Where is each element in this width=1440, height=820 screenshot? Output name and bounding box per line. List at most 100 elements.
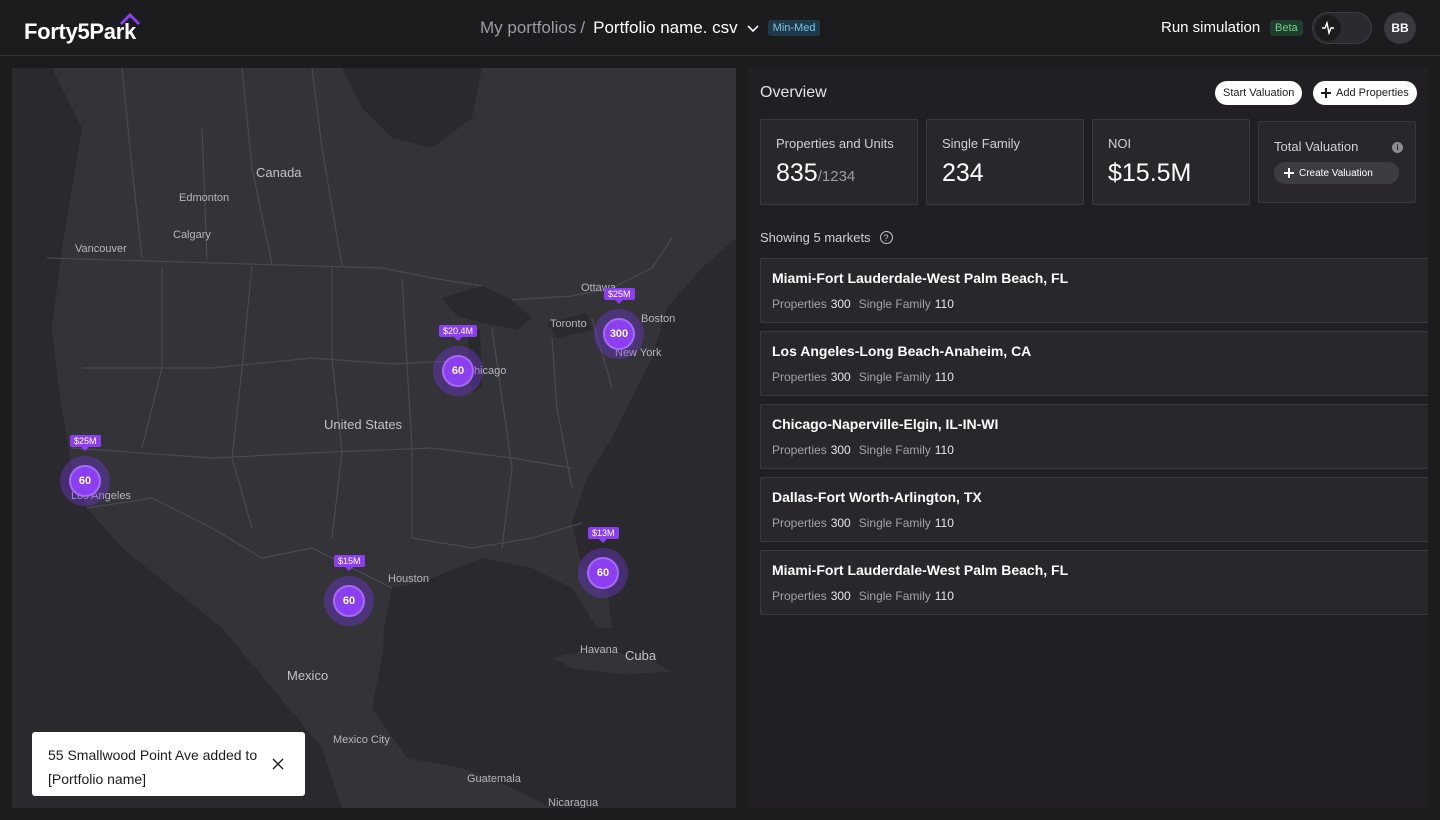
card-total-valuation: Total Valuation i Create Valuation [1258, 121, 1416, 203]
map-label-havana: Havana [580, 644, 618, 656]
single-family-label: Single Family [858, 589, 931, 603]
overview-panel: Overview Start Valuation Add Properties … [748, 68, 1428, 808]
map-label-chicago: Chicago [466, 365, 507, 377]
single-family-label: Single Family [858, 516, 931, 530]
map-label-guatemala: Guatemala [467, 773, 521, 785]
overview-title: Overview [760, 84, 827, 101]
market-stats: Properties 300 Single Family 110 [772, 516, 1417, 530]
portfolio-tag: Min-Med [767, 20, 821, 36]
units-total: /1234 [817, 168, 856, 185]
single-family-value: 110 [934, 443, 954, 457]
card-noi: NOI $15.5M [1092, 119, 1250, 205]
market-row[interactable]: Miami-Fort Lauderdale-West Palm Beach, F… [760, 258, 1428, 323]
single-family-value: 110 [934, 589, 954, 603]
single-family-label: Single Family [858, 297, 931, 311]
cluster-value-tag: $20.4M [439, 325, 478, 341]
start-valuation-label: Start Valuation [1223, 87, 1295, 99]
properties-value: 300 [830, 589, 851, 603]
create-valuation-button[interactable]: Create Valuation [1274, 162, 1399, 184]
map-label-mexico: Mexico [287, 668, 329, 683]
market-row[interactable]: Chicago-Naperville-Elgin, IL-IN-WI Prope… [760, 404, 1428, 469]
map-label-edmonton: Edmonton [179, 192, 230, 204]
logo-text: Forty5Park [24, 19, 136, 44]
card-label: Single Family [942, 136, 1021, 151]
showing-markets-text: Showing 5 markets [760, 230, 871, 245]
add-properties-button[interactable]: Add Properties [1313, 81, 1417, 105]
map-label-mexico-city: Mexico City [333, 734, 390, 746]
single-family-value: 110 [934, 297, 954, 311]
info-icon[interactable]: i [1392, 142, 1403, 153]
properties-label: Properties [772, 370, 827, 384]
cluster-value-tag: $13M [588, 527, 619, 543]
cluster-count: 60 [333, 585, 365, 617]
map-view[interactable]: Canada Edmonton Calgary Vancouver Ottawa… [12, 68, 736, 808]
close-icon[interactable] [271, 757, 285, 771]
plus-icon [1284, 168, 1294, 178]
cluster-value-tag: $15M [334, 555, 365, 571]
properties-label: Properties [772, 443, 827, 457]
simulation-toggle[interactable] [1312, 12, 1372, 44]
properties-count: 835 [776, 159, 818, 187]
cluster-count: 300 [603, 318, 635, 350]
properties-value: 300 [830, 516, 851, 530]
breadcrumb: My portfolios / Portfolio name. csv Min-… [480, 17, 821, 39]
toast-message: 55 Smallwood Point Ave added to [Portfol… [48, 747, 258, 787]
toggle-knob [1315, 15, 1341, 41]
help-icon[interactable]: ? [879, 231, 893, 244]
card-label: NOI [1108, 136, 1132, 151]
top-bar: Forty5Park My portfolios / Portfolio nam… [0, 0, 1440, 56]
logo-roof-icon [119, 12, 141, 26]
map-label-canada: Canada [256, 165, 302, 180]
map-label-vancouver: Vancouver [75, 243, 127, 255]
cluster-count: 60 [69, 465, 101, 497]
chevron-down-icon[interactable] [746, 21, 760, 35]
breadcrumb-my-portfolios[interactable]: My portfolios [480, 18, 577, 37]
cluster-count: 60 [442, 355, 474, 387]
map-label-nicaragua: Nicaragua [548, 797, 599, 808]
beta-badge: Beta [1270, 20, 1303, 36]
map-label-calgary: Calgary [173, 229, 211, 241]
card-single-family: Single Family 234 [926, 119, 1084, 205]
market-name: Chicago-Naperville-Elgin, IL-IN-WI [772, 416, 999, 432]
breadcrumb-separator: / [580, 18, 586, 37]
properties-value: 300 [830, 370, 851, 384]
card-label: Properties and Units [776, 136, 894, 151]
map-label-new-york: New York [615, 347, 662, 359]
single-family-value: 110 [934, 516, 954, 530]
market-stats: Properties 300 Single Family 110 [772, 589, 1417, 603]
properties-value: 300 [830, 297, 851, 311]
market-stats: Properties 300 Single Family 110 [772, 297, 1417, 311]
market-name: Miami-Fort Lauderdale-West Palm Beach, F… [772, 270, 1069, 286]
cluster-value-tag: $25M [604, 288, 635, 304]
card-value: 234 [942, 159, 984, 187]
single-family-label: Single Family [858, 443, 931, 457]
add-properties-label: Add Properties [1336, 87, 1409, 99]
map-label-houston: Houston [388, 573, 429, 585]
card-value: 835/1234 [776, 159, 902, 188]
properties-label: Properties [772, 589, 827, 603]
cluster-count: 60 [587, 557, 619, 589]
activity-icon [1322, 21, 1334, 35]
market-stats: Properties 300 Single Family 110 [772, 443, 1417, 457]
properties-value: 300 [830, 443, 851, 457]
market-row[interactable]: Los Angeles-Long Beach-Anaheim, CA Prope… [760, 331, 1428, 396]
map-label-united-states: United States [324, 417, 403, 432]
plus-icon [1321, 88, 1331, 98]
single-family-value: 110 [934, 370, 954, 384]
card-label: Total Valuation [1274, 139, 1359, 154]
portfolio-name[interactable]: Portfolio name. csv [593, 18, 738, 37]
market-name: Dallas-Fort Worth-Arlington, TX [772, 489, 982, 505]
map-label-cuba: Cuba [625, 648, 657, 663]
market-row[interactable]: Miami-Fort Lauderdale-West Palm Beach, F… [760, 550, 1428, 615]
toast-notification: 55 Smallwood Point Ave added to [Portfol… [32, 732, 305, 796]
market-row[interactable]: Dallas-Fort Worth-Arlington, TX Properti… [760, 477, 1428, 542]
card-value: $15.5M [1108, 159, 1192, 187]
card-properties-units: Properties and Units 835/1234 [760, 119, 918, 205]
avatar[interactable]: BB [1384, 12, 1416, 44]
market-name: Miami-Fort Lauderdale-West Palm Beach, F… [772, 562, 1069, 578]
start-valuation-button[interactable]: Start Valuation [1215, 81, 1303, 105]
run-simulation-label[interactable]: Run simulation [1161, 19, 1261, 36]
market-name: Los Angeles-Long Beach-Anaheim, CA [772, 343, 1032, 359]
map-geography [12, 68, 736, 808]
market-stats: Properties 300 Single Family 110 [772, 370, 1417, 384]
